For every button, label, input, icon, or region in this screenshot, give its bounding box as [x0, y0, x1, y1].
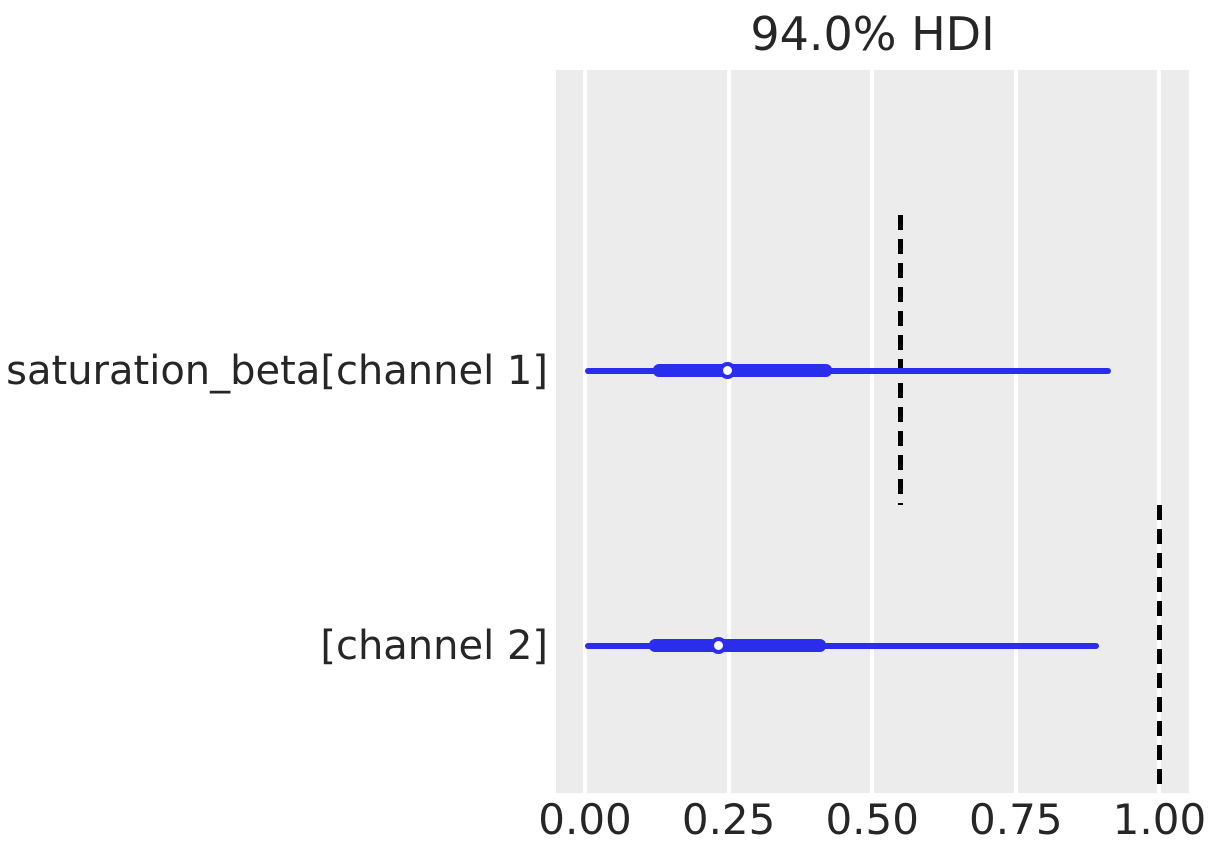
- median-marker: [710, 637, 728, 654]
- plot-area: [556, 70, 1189, 793]
- x-tick-label: 0.50: [825, 795, 919, 844]
- x-tick-label: 0.00: [538, 795, 632, 844]
- interquartile-line: [652, 364, 832, 377]
- x-axis-tick-labels: 0.00 0.25 0.50 0.75 1.00: [538, 795, 1206, 851]
- x-tick-label: 0.25: [681, 795, 776, 844]
- interquartile-line: [648, 639, 826, 652]
- gridline: [1157, 70, 1162, 793]
- reference-dashed-line: [898, 215, 904, 505]
- gridline: [1013, 70, 1018, 793]
- plot-title: 94.0% HDI: [750, 7, 995, 61]
- median-marker: [718, 362, 736, 379]
- hdi-line: [585, 367, 1111, 374]
- reference-dashed-line: [1156, 505, 1162, 793]
- x-tick-label: 1.00: [1112, 795, 1207, 844]
- hdi-line: [585, 642, 1100, 649]
- y-tick-label-channel-2: [channel 2]: [320, 623, 548, 669]
- gridline: [583, 70, 587, 793]
- gridline: [726, 70, 731, 793]
- x-tick-label: 0.75: [969, 795, 1063, 844]
- y-tick-label-channel-1: saturation_beta[channel 1]: [6, 348, 548, 394]
- gridline: [870, 70, 875, 793]
